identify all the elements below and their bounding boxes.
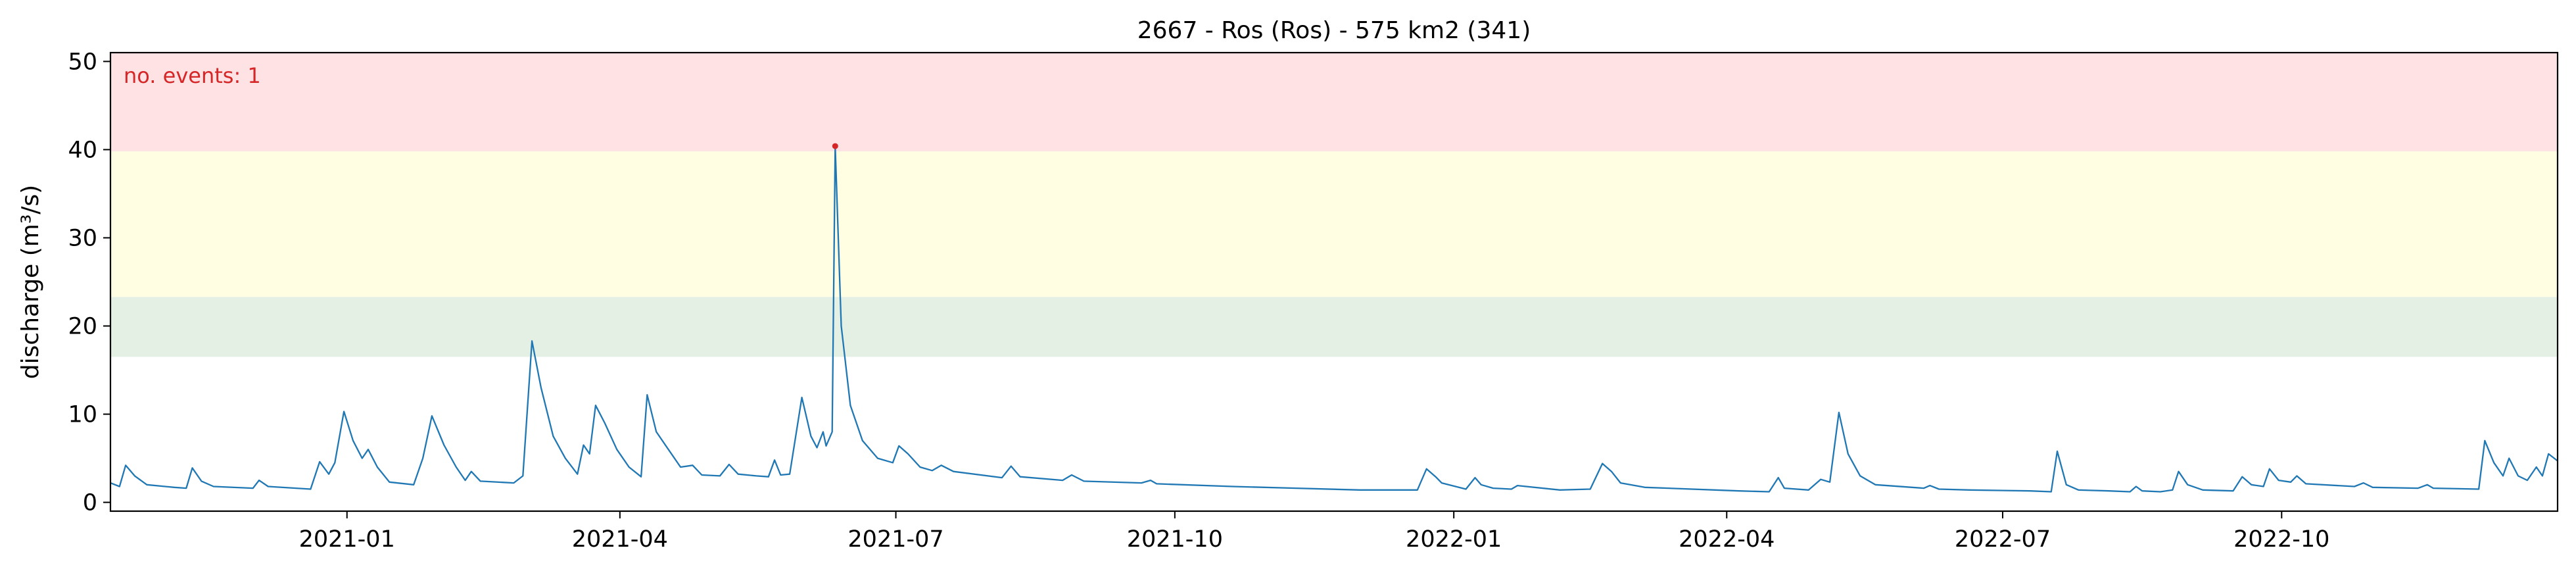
threshold-bands [110,53,2558,357]
x-axis-ticks: 2021-01 2021-04 2021-07 2021-10 2022-01 2022-… [299,511,2329,553]
plot-frame [109,51,2559,512]
threshold-band [110,297,2558,357]
y-tick-label: 10 [68,402,97,428]
x-tick-label: 2021-10 [1127,526,1223,553]
event-count-annotation: no. events: 1 [124,63,261,88]
x-tick-label: 2021-04 [572,526,668,553]
x-tick-label: 2022-01 [1406,526,1502,553]
series-layer [110,145,2558,493]
event-marker [832,143,838,149]
threshold-band [110,53,2558,152]
y-axis-label: discharge (m³/s) [17,185,44,379]
y-tick-label: 30 [68,225,97,251]
x-tick-label: 2022-10 [2233,526,2329,553]
x-tick-label: 2022-04 [1679,526,1775,553]
y-tick-label: 0 [83,490,97,516]
x-tick-label: 2022-07 [1955,526,2051,553]
y-tick-label: 20 [68,314,97,340]
y-axis-ticks: 0 10 20 30 40 50 [68,49,110,516]
x-tick-label: 2021-07 [847,526,943,553]
x-tick-label: 2021-01 [299,526,395,553]
y-tick-label: 50 [68,49,97,75]
y-tick-label: 40 [68,137,97,163]
threshold-band [110,151,2558,297]
events-layer [832,143,838,149]
chart-title: 2667 - Ros (Ros) - 575 km2 (341) [1137,17,1531,44]
series-line [110,145,2558,493]
